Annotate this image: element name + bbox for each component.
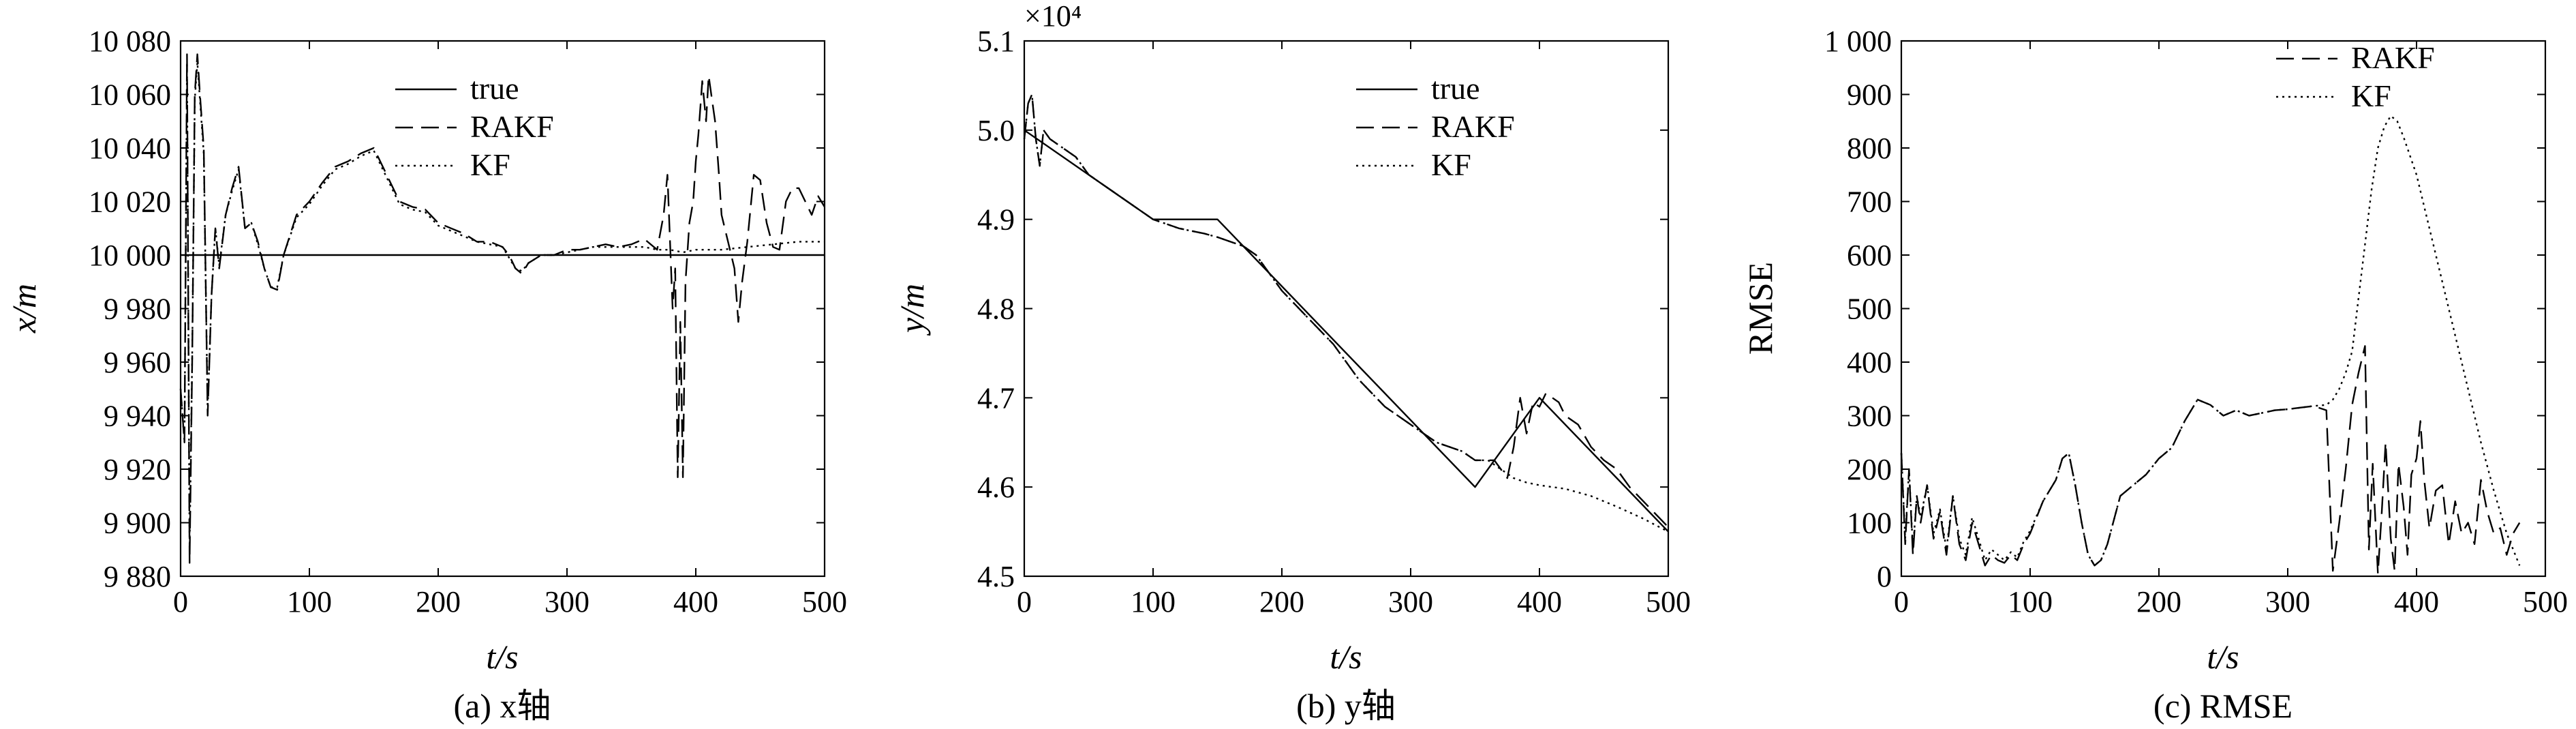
- y-tick-label: 9 940: [104, 400, 171, 433]
- y-tick-label: 4.6: [977, 471, 1015, 504]
- x-tick-label: 200: [1259, 585, 1304, 619]
- y-tick-label: 100: [1847, 507, 1892, 540]
- y-tick-label: 10 020: [89, 185, 171, 219]
- y-tick-label: 4.9: [977, 203, 1015, 237]
- x-tick-label: 100: [2008, 585, 2053, 619]
- x-tick-label: 100: [1131, 585, 1176, 619]
- series-a: [179, 53, 826, 564]
- series-line-rakf: [1023, 93, 1669, 528]
- series-line-kf: [1023, 93, 1669, 533]
- y-tick-label: 9 920: [104, 453, 171, 486]
- y-tick-label: 700: [1847, 185, 1892, 219]
- y-tick-label: 4.7: [977, 381, 1015, 415]
- y-tick-label: 4.5: [977, 560, 1015, 593]
- x-tick-label: 500: [2523, 585, 2568, 619]
- y-ticks-a: 9 880 9 900 9 920 9 940 9 960 9 980 10 000 10 0…: [89, 25, 825, 593]
- x-tick-label: 500: [802, 585, 847, 619]
- x-ticks-c: 0 100 200 300 400 500: [1894, 41, 2568, 619]
- y-axis-label-b: y/m: [893, 284, 931, 336]
- x-axis-label-a: t/s: [486, 638, 518, 676]
- x-tick-label: 400: [673, 585, 718, 619]
- legend-label-kf: KF: [2351, 78, 2391, 113]
- x-ticks-a: 0 100 200 300 400 500: [173, 41, 847, 619]
- y-tick-label: 1 000: [1824, 25, 1892, 58]
- x-tick-label: 300: [1388, 585, 1433, 619]
- y-tick-label: 300: [1847, 400, 1892, 433]
- y-tick-label: 5.1: [977, 25, 1015, 58]
- plot-frame-b: [1023, 40, 1670, 578]
- panel-a: 9 880 9 900 9 920 9 940 9 960 9 980 10 000 10 0…: [5, 25, 847, 725]
- y-axis-label-a: x/m: [5, 284, 43, 333]
- y-tick-label: 600: [1847, 239, 1892, 272]
- x-axis-label-b: t/s: [1330, 638, 1362, 676]
- x-tick-label: 200: [2136, 585, 2181, 619]
- x-tick-label: 100: [287, 585, 332, 619]
- x-tick-label: 400: [1517, 585, 1562, 619]
- x-tick-label: 500: [1646, 585, 1691, 619]
- x-tick-label: 300: [2265, 585, 2310, 619]
- y-tick-label: 10 060: [89, 78, 171, 112]
- legend-label-kf: KF: [1431, 147, 1471, 182]
- series-b: [1023, 93, 1669, 533]
- y-tick-label: 200: [1847, 453, 1892, 486]
- legend-label-true: true: [470, 71, 519, 106]
- x-tick-label: 300: [545, 585, 589, 619]
- y-tick-label: 10 040: [89, 132, 171, 165]
- y-ticks-b: 4.5 4.6 4.7 4.8 4.9 5.0 5.1: [977, 25, 1668, 593]
- series-line-true: [1024, 129, 1669, 533]
- series-line-rakf: [1900, 345, 2521, 575]
- legend-label-kf: KF: [470, 147, 510, 182]
- caption-c: (c) RMSE: [2153, 687, 2293, 725]
- y-tick-label: 4.8: [977, 293, 1015, 326]
- y-ticks-c: 0 100 200 300 400 500 600 700 800 900 1 000: [1824, 25, 2545, 593]
- y-tick-label: 5.0: [977, 114, 1015, 147]
- y-tick-label: 9 960: [104, 346, 171, 379]
- y-tick-label: 9 980: [104, 293, 171, 326]
- y-tick-label: 500: [1847, 293, 1892, 326]
- y-tick-label: 10 000: [89, 239, 171, 272]
- legend-label-rakf: RAKF: [1431, 109, 1515, 144]
- series-line-rakf: [179, 53, 826, 564]
- y-tick-label: 900: [1847, 78, 1892, 112]
- x-tick-label: 400: [2394, 585, 2439, 619]
- y-tick-label: 400: [1847, 346, 1892, 379]
- panel-b: ×10⁴ 4.5 4.6 4.7 4.8 4.9 5.0 5.1 0 100 200 300 400…: [893, 0, 1691, 725]
- panel-c: 0 100 200 300 400 500 600 700 800 900 1 000 0 100 20…: [1741, 25, 2568, 725]
- x-tick-label: 0: [1894, 585, 1909, 619]
- x-tick-label: 0: [1017, 585, 1032, 619]
- x-ticks-b: 0 100 200 300 400 500: [1017, 41, 1691, 619]
- plot-frame-c: [1900, 40, 2547, 578]
- legend-label-rakf: RAKF: [2351, 40, 2435, 75]
- caption-a: (a) x轴: [454, 687, 551, 725]
- y-tick-label: 800: [1847, 132, 1892, 165]
- y-tick-label: 9 900: [104, 507, 171, 540]
- y-tick-label: 0: [1877, 560, 1892, 593]
- x-axis-label-c: t/s: [2207, 638, 2239, 676]
- y-axis-label-c: RMSE: [1741, 262, 1779, 355]
- caption-b: (b) y轴: [1296, 687, 1396, 725]
- legend-label-rakf: RAKF: [470, 109, 554, 144]
- series-line-kf: [179, 61, 825, 550]
- series-line-kf: [1900, 115, 2521, 567]
- y-tick-label: 10 080: [89, 25, 171, 58]
- series-c: [1900, 115, 2521, 575]
- legend-label-true: true: [1431, 71, 1480, 106]
- x-tick-label: 0: [173, 585, 188, 619]
- x-tick-label: 200: [416, 585, 461, 619]
- y-tick-label: 9 880: [104, 560, 171, 593]
- y-multiplier-b: ×10⁴: [1024, 0, 1082, 33]
